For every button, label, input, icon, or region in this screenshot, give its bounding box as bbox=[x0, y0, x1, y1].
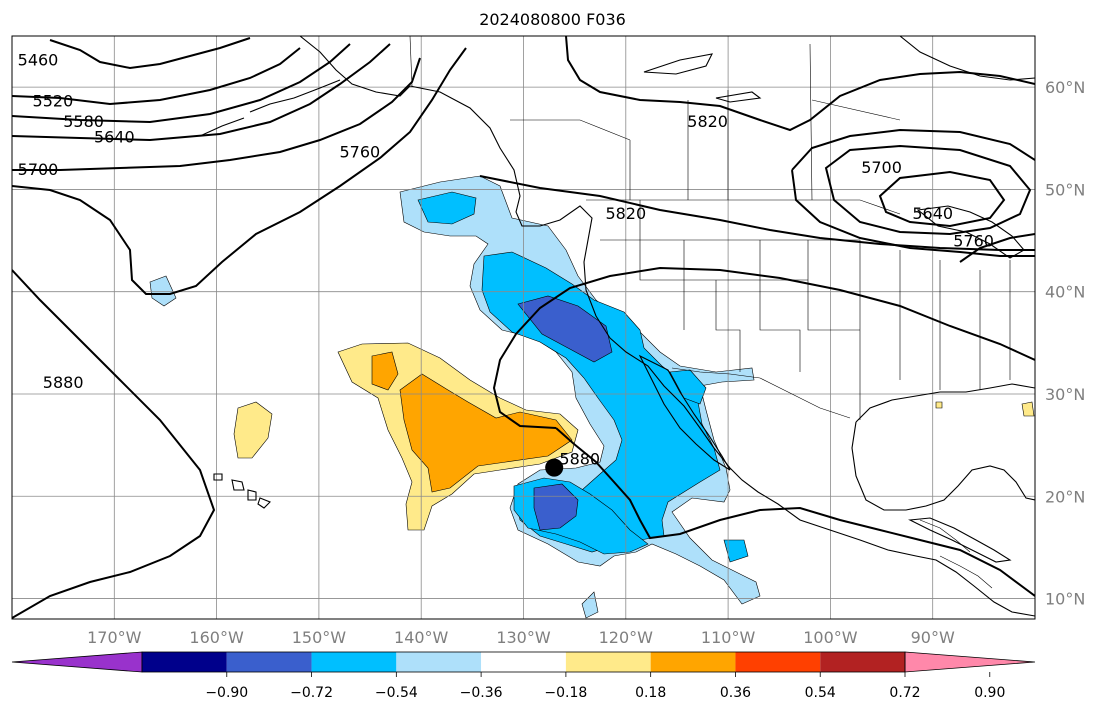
contour-5460 bbox=[49, 37, 251, 70]
alaska-canada-border bbox=[409, 36, 413, 87]
height-contours bbox=[12, 36, 1035, 619]
orange-region bbox=[399, 373, 573, 493]
lake-outline bbox=[643, 53, 762, 103]
contour-5820-west bbox=[565, 36, 1035, 132]
contour-label-8: 5700 bbox=[861, 158, 902, 177]
colorbar-segment-3 bbox=[311, 652, 397, 672]
lon-tick-label-8: 90°W bbox=[911, 628, 955, 647]
lat-tick-label-5: 10°N bbox=[1045, 590, 1085, 609]
colorbar-tick-label-3: −0.36 bbox=[460, 685, 503, 701]
gulf-of-mexico-coast bbox=[851, 383, 1035, 511]
darkblue-region-north bbox=[517, 295, 613, 363]
colorbar-segment-4 bbox=[396, 652, 482, 672]
latitude-tick-labels: 60°N 50°N 40°N 30°N 20°N 10°N bbox=[1045, 78, 1085, 608]
yellow-region-small bbox=[233, 401, 273, 459]
orange-region-small bbox=[371, 351, 399, 391]
negative-anomaly-shading bbox=[149, 175, 761, 619]
lon-tick-label-1: 160°W bbox=[189, 628, 244, 647]
colorbar-tick-label-5: 0.18 bbox=[635, 685, 666, 701]
hawaii-islands bbox=[213, 473, 271, 509]
longitude-tick-labels: 170°W 160°W 150°W 140°W 130°W 120°W 110°W 100°W… bbox=[87, 628, 955, 647]
colorbar-segment-5 bbox=[481, 652, 566, 672]
lon-tick-label-3: 140°W bbox=[394, 628, 449, 647]
colorbar-segment-2 bbox=[226, 652, 312, 672]
lon-tick-label-2: 150°W bbox=[292, 628, 347, 647]
colorbar-tick-label-6: 0.36 bbox=[720, 685, 751, 701]
contour-label-2: 5580 bbox=[63, 112, 104, 131]
contour-label-4: 5700 bbox=[18, 160, 59, 179]
contour-label-0: 5460 bbox=[18, 51, 59, 70]
colorbar-segment-10 bbox=[904, 651, 1036, 673]
political-borders bbox=[409, 36, 1011, 589]
map-frame bbox=[11, 35, 1036, 620]
colorbar-segment-1 bbox=[142, 652, 227, 672]
map-area[interactable]: 5460552055805640570057605820582057005640… bbox=[12, 36, 1035, 619]
colorbar-segment-0 bbox=[11, 651, 143, 673]
contour-label-1: 5520 bbox=[33, 91, 74, 110]
contour-low-inner bbox=[878, 170, 1006, 228]
contour-5520 bbox=[12, 47, 301, 106]
lat-tick-label-3: 30°N bbox=[1045, 385, 1085, 404]
colorbar: −0.90 −0.72 −0.54 −0.36 −0.18 0.18 0.36 0.54 0.7… bbox=[11, 651, 1036, 701]
contour-low-mid bbox=[824, 144, 1032, 236]
contour-5880-west bbox=[12, 269, 216, 619]
darkblue-region-south bbox=[533, 483, 579, 531]
colorbar-tick-label-1: −0.72 bbox=[290, 685, 333, 701]
contour-5760 bbox=[12, 47, 467, 295]
baja-california-coast bbox=[638, 354, 731, 471]
lon-tick-label-5: 120°W bbox=[599, 628, 654, 647]
alaska-coast bbox=[199, 36, 411, 137]
colorbar-tick-label-7: 0.54 bbox=[805, 685, 836, 701]
lat-tick-label-2: 40°N bbox=[1045, 283, 1085, 302]
yellow-speck-east bbox=[1021, 401, 1035, 417]
lon-tick-label-0: 170°W bbox=[87, 628, 142, 647]
contour-5700 bbox=[12, 57, 421, 171]
contour-label-10: 5760 bbox=[953, 232, 994, 251]
colorbar-tick-label-9: 0.90 bbox=[974, 685, 1005, 701]
lightblue-speck-hawaii bbox=[149, 275, 177, 307]
us-states bbox=[600, 200, 1011, 420]
contour-5880-east bbox=[492, 266, 1035, 597]
colorbar-segment-9 bbox=[820, 652, 905, 672]
contour-5820-central bbox=[479, 175, 1035, 251]
colorbar-segment-6 bbox=[565, 652, 651, 672]
north-america-coast bbox=[409, 85, 1035, 617]
map-title: 2024080800 F036 bbox=[479, 10, 626, 29]
lat-tick-label-4: 20°N bbox=[1045, 487, 1085, 506]
lon-tick-label-4: 130°W bbox=[496, 628, 551, 647]
positive-anomaly-shading bbox=[233, 342, 1035, 531]
colorbar-tick-label-2: −0.54 bbox=[375, 685, 418, 701]
contour-label-6: 5820 bbox=[687, 112, 728, 131]
contour-5760-east bbox=[959, 233, 1035, 263]
contour-label-3: 5640 bbox=[94, 127, 135, 146]
blue-region bbox=[417, 191, 477, 225]
contour-low-outer bbox=[791, 128, 1035, 257]
contour-labels: 5460552055805640570057605820582057005640… bbox=[18, 51, 994, 469]
lat-tick-label-1: 50°N bbox=[1045, 180, 1085, 199]
canada-provinces bbox=[510, 43, 901, 201]
lon-tick-label-6: 110°W bbox=[701, 628, 756, 647]
us-mexico-border bbox=[671, 367, 851, 419]
contour-5580 bbox=[12, 43, 351, 124]
contour-5640 bbox=[12, 43, 391, 142]
contour-label-7: 5820 bbox=[605, 204, 646, 223]
colorbar-frame bbox=[141, 651, 906, 673]
cuba-coast bbox=[908, 517, 1012, 563]
central-america-borders bbox=[919, 519, 993, 589]
contour-label-9: 5640 bbox=[912, 204, 953, 223]
colorbar-tick-label-0: −0.90 bbox=[205, 685, 248, 701]
contour-label-11: 5880 bbox=[43, 373, 84, 392]
contour-label-5: 5760 bbox=[339, 143, 380, 162]
colorbar-segment-7 bbox=[650, 652, 736, 672]
gridlines bbox=[12, 36, 1035, 619]
colorbar-tick-label-8: 0.72 bbox=[889, 685, 920, 701]
colorbar-segment-8 bbox=[735, 652, 821, 672]
storm-center-marker[interactable] bbox=[545, 458, 564, 477]
yellow-speck-gulf bbox=[935, 401, 943, 409]
lat-tick-label-0: 60°N bbox=[1045, 78, 1085, 97]
contour-label-12: 5880 bbox=[559, 449, 600, 468]
colorbar-tick-label-4: −0.18 bbox=[544, 685, 587, 701]
lon-tick-label-7: 100°W bbox=[803, 628, 858, 647]
